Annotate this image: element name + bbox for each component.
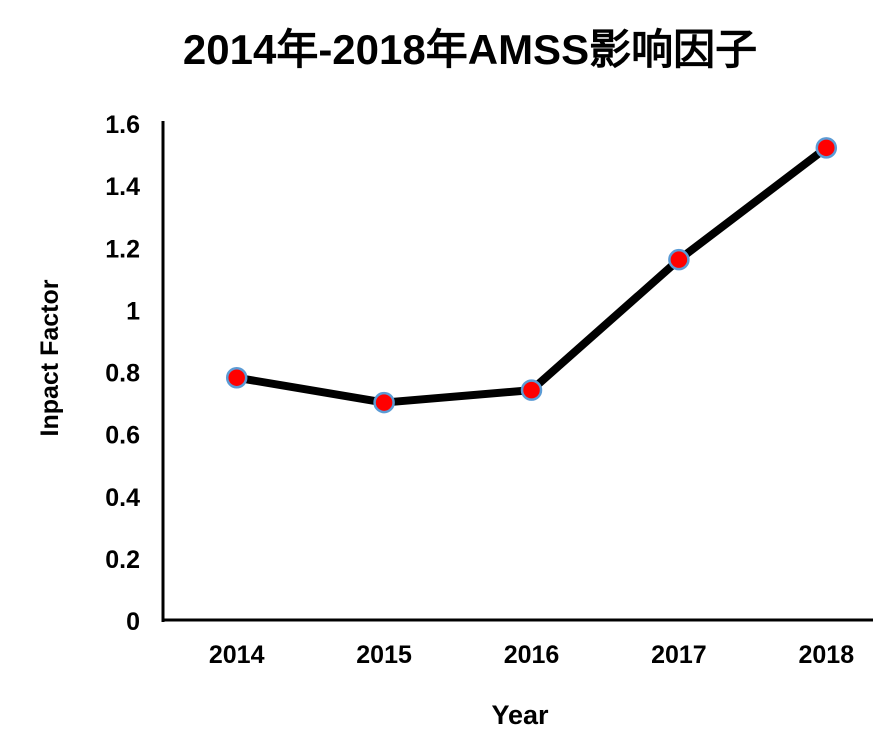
data-point-2017 [668,248,690,271]
series-line [236,144,829,407]
x-axis-label: Year [491,700,549,730]
x-tick-label: 2015 [356,641,412,669]
y-tick-label: 0.4 [105,484,140,512]
chart-title: 2014年-2018年AMSS影响因子 [183,26,757,73]
y-tick-label: 1.2 [105,235,140,263]
y-tick-label: 1.4 [105,173,140,201]
y-axis-label: Inpact Factor [36,279,64,436]
x-tick-label: 2014 [209,641,265,669]
x-tick-label: 2016 [504,641,560,669]
y-tick-label: 0.8 [105,360,140,388]
data-point-2015 [373,391,395,414]
data-point-2014 [225,366,248,389]
x-tick-label: 2017 [651,641,707,669]
x-tick-label: 2018 [798,641,854,669]
y-tick-label: 1 [126,297,140,325]
data-point-2018 [815,137,838,159]
data-point-2016 [520,379,543,401]
y-tick-label: 0 [126,608,140,636]
y-tick-label: 1.6 [105,111,140,139]
y-tick-label: 0.2 [105,546,140,574]
y-tick-label: 0.6 [105,422,140,450]
